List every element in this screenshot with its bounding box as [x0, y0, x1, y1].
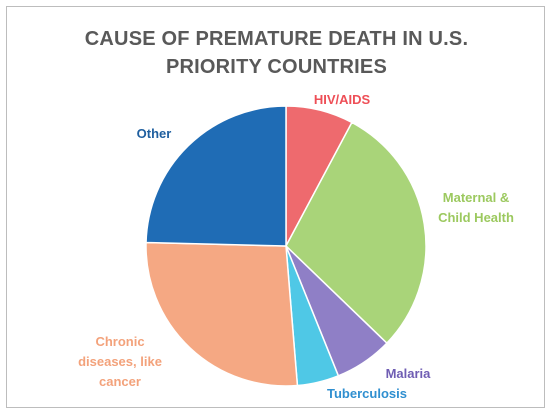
slice-label-chronic-diseases-like-cancer: Chronic diseases, like cancer: [78, 334, 162, 389]
slice-label-hiv-aids: HIV/AIDS: [314, 92, 371, 107]
pie-slice-maternal-child-health: [285, 121, 427, 345]
pie-slice-chronic-diseases-like-cancer: [145, 241, 299, 387]
chart-title-line1: CAUSE OF PREMATURE DEATH IN U.S.: [84, 28, 469, 50]
chart-title: CAUSE OF PREMATURE DEATH IN U.S. PRIORIT…: [7, 25, 546, 81]
slice-label-malaria: Malaria: [386, 366, 432, 381]
chart-title-line2: PRIORITY COUNTRIES: [165, 56, 388, 78]
pie-slice-other: [145, 105, 287, 247]
slice-label-other: Other: [137, 126, 172, 141]
slice-label-maternal-child-health: Maternal & Child Health: [438, 190, 514, 225]
slice-label-tuberculosis: Tuberculosis: [327, 386, 407, 401]
